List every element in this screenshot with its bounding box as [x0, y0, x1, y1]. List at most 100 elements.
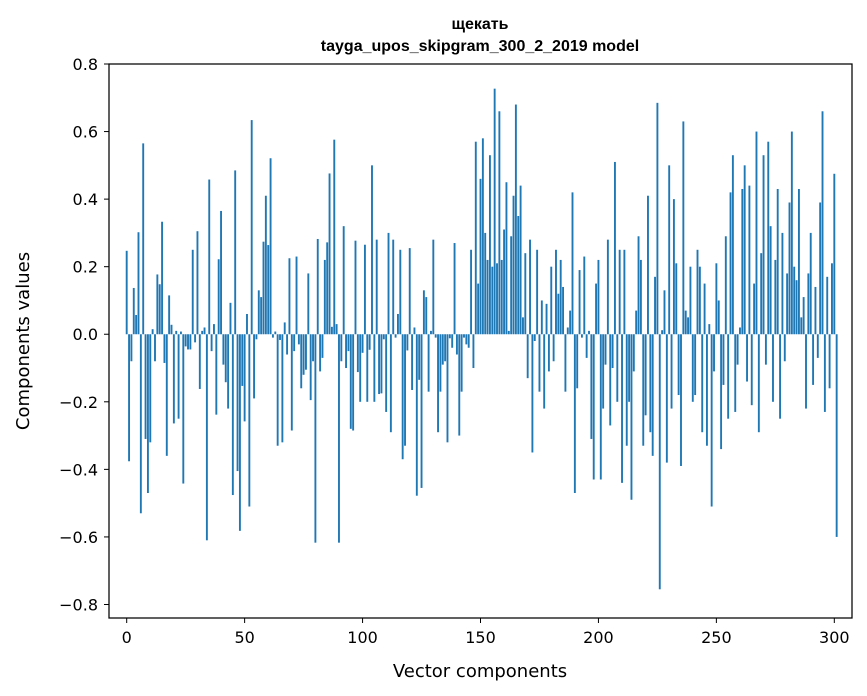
bar [670, 334, 673, 409]
bar [779, 334, 782, 419]
bar [514, 104, 517, 335]
y-tick-label: 0.0 [73, 325, 98, 344]
bar [307, 273, 310, 335]
bar [760, 253, 763, 335]
bar [479, 178, 482, 335]
bar [146, 334, 149, 494]
bar [547, 334, 550, 372]
bar [616, 334, 619, 402]
bar [635, 310, 638, 335]
bar [505, 182, 508, 335]
bar [144, 334, 147, 439]
bar [625, 334, 628, 446]
bar [161, 221, 164, 335]
bar [191, 249, 194, 335]
bar [215, 334, 218, 415]
bar [484, 232, 487, 335]
bar [330, 326, 333, 335]
x-tick-label: 150 [465, 628, 496, 647]
bar [599, 334, 602, 480]
bar [432, 239, 435, 335]
bar [583, 256, 586, 335]
bar [446, 334, 449, 443]
bar [326, 242, 329, 335]
y-tick-label: −0.4 [59, 460, 98, 479]
bar [470, 249, 473, 335]
bar [769, 226, 772, 335]
bar [404, 334, 406, 446]
bar [588, 330, 590, 335]
bar [731, 155, 734, 335]
bar [597, 259, 600, 335]
y-tick-label: −0.6 [59, 528, 98, 547]
bar [286, 334, 289, 355]
bar [246, 313, 248, 335]
bar [194, 334, 197, 343]
bar [661, 330, 664, 335]
bar [684, 310, 687, 335]
bar [710, 334, 713, 507]
bar [413, 327, 416, 335]
bar [698, 266, 701, 335]
bar [187, 334, 189, 350]
bar [248, 334, 251, 507]
x-axis-label: Vector components [393, 661, 567, 682]
bar [800, 317, 803, 335]
bar [746, 334, 748, 382]
bar [203, 327, 206, 335]
bar [488, 155, 491, 335]
bar [387, 232, 390, 335]
bar [208, 179, 211, 335]
bar [628, 334, 631, 402]
bar [715, 263, 718, 335]
bar [767, 141, 770, 335]
bar [217, 259, 220, 335]
bar [486, 259, 489, 335]
chart-title: щекать [452, 16, 509, 33]
bar [347, 334, 350, 352]
bar [748, 185, 751, 335]
x-tick-label: 0 [122, 628, 132, 647]
bar [630, 334, 633, 500]
bar [460, 334, 463, 392]
bar [816, 334, 819, 358]
bar [609, 334, 612, 426]
bar [241, 334, 244, 386]
bar [474, 141, 477, 335]
x-axis-ticks: 0 50 100 150 200 250 300 [122, 618, 850, 647]
bar [614, 161, 616, 335]
bar [538, 334, 541, 392]
bar [323, 259, 326, 335]
bar [642, 334, 645, 446]
bar [279, 334, 281, 340]
bar [151, 329, 154, 335]
bar [793, 266, 796, 335]
bar [566, 327, 569, 335]
bar [222, 334, 225, 365]
bar [276, 334, 279, 446]
bar [305, 334, 307, 370]
bar [611, 334, 614, 369]
bar [833, 173, 836, 335]
bar [182, 334, 185, 484]
bar [755, 131, 758, 335]
bar [420, 334, 423, 488]
bar [696, 249, 699, 335]
bar [493, 88, 496, 335]
bar [359, 334, 362, 402]
bar [260, 297, 263, 335]
bar [451, 334, 454, 348]
bar [503, 229, 506, 335]
bar [465, 334, 468, 345]
bar [790, 131, 793, 335]
bar [555, 249, 557, 335]
bar [580, 334, 583, 338]
bar [481, 138, 484, 335]
bar [271, 334, 274, 338]
bar [408, 248, 411, 335]
bar [418, 334, 421, 380]
bar [401, 334, 404, 460]
bar [137, 232, 140, 335]
bar [576, 334, 579, 389]
bar [274, 331, 277, 335]
